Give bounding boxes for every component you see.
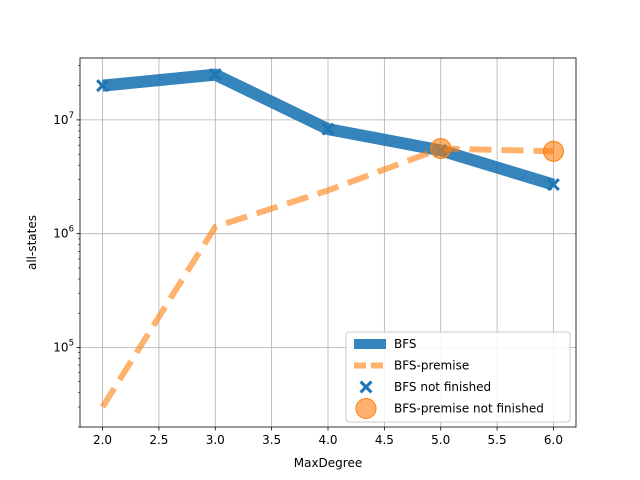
marker-bfs-premise-not-finished <box>542 140 564 162</box>
legend-handle-bfs-premise-not-finished <box>355 398 377 419</box>
legend-label: BFS-premise <box>394 359 469 373</box>
x-tick-label: 6.0 <box>544 433 563 447</box>
marker-bfs-not-finished <box>208 68 222 82</box>
y-tick-label: 105 <box>53 338 74 354</box>
series-line-bfs-premise <box>100 145 554 409</box>
x-tick-label: 5.5 <box>488 433 507 447</box>
legend: BFS BFS-premise BFS not finished BFS-premis… <box>345 331 571 423</box>
x-tick-label: 3.0 <box>206 433 225 447</box>
legend-handle-bfs-not-finished <box>359 380 373 394</box>
x-tick-label: 2.5 <box>149 433 168 447</box>
marker-bfs-not-finished <box>96 79 110 93</box>
x-tick-label: 4.0 <box>318 433 337 447</box>
x-axis-label: MaxDegree <box>294 456 362 470</box>
marker-bfs-not-finished <box>546 178 560 192</box>
legend-label: BFS <box>394 337 417 351</box>
x-tick-label: 3.5 <box>262 433 281 447</box>
y-tick-label: 106 <box>53 225 74 241</box>
x-tick-label: 5.0 <box>431 433 450 447</box>
y-tick-label: 107 <box>53 111 74 127</box>
marker-bfs-premise-not-finished <box>430 138 452 160</box>
legend-box <box>345 331 571 423</box>
legend-label: BFS not finished <box>394 380 491 394</box>
marker-bfs-not-finished <box>321 122 335 136</box>
y-axis-label: all-states <box>25 215 39 270</box>
x-tick-label: 4.5 <box>375 433 394 447</box>
legend-label: BFS-premise not finished <box>394 402 544 416</box>
x-tick-label: 2.0 <box>93 433 112 447</box>
marker-layer <box>96 68 564 192</box>
ticks: 2.0 2.5 3.0 3.5 4.0 4.5 5.0 5.5 6.0 105 106 107 <box>53 65 563 447</box>
